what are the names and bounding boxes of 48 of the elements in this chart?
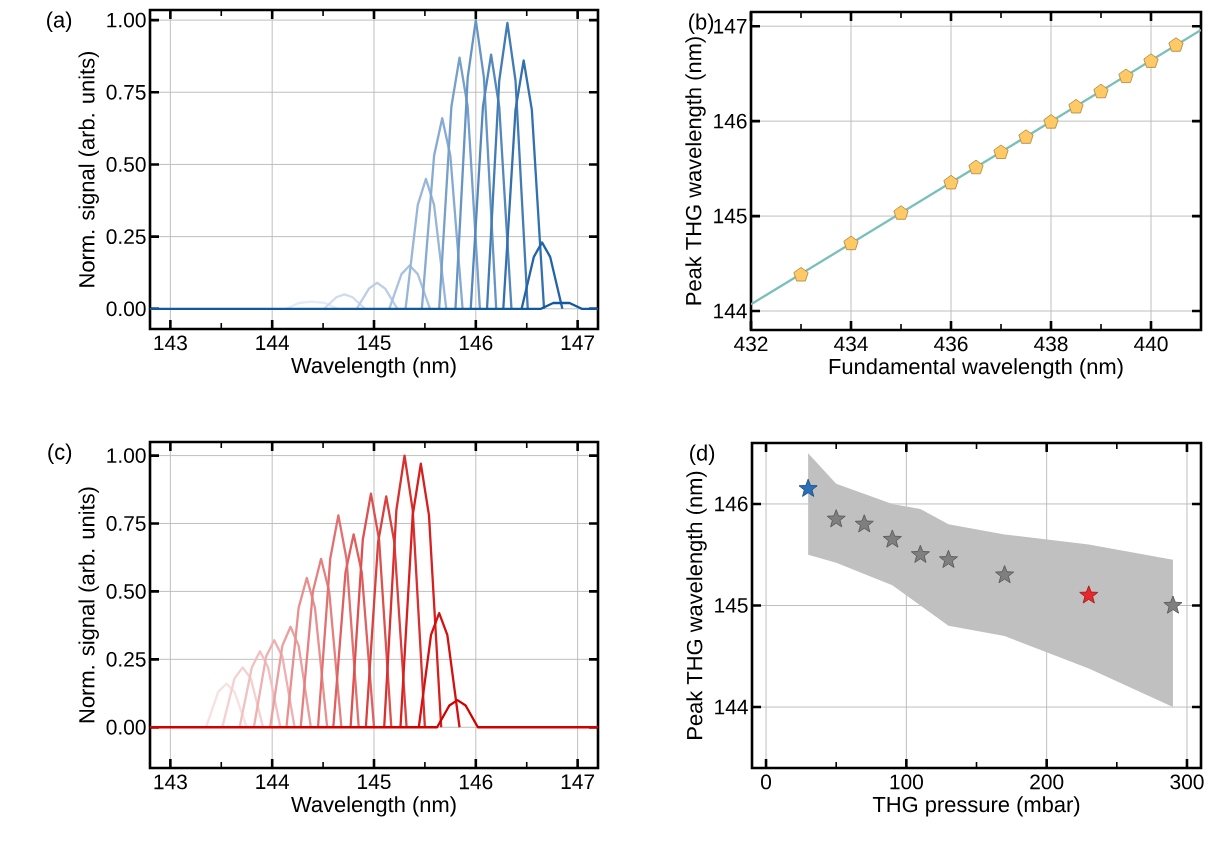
- x-axis-title: Wavelength (nm): [291, 796, 456, 817]
- x-tick-label: 145: [358, 774, 391, 790]
- y-tick-label: 144: [714, 303, 747, 319]
- y-axis-title: Norm. signal (arb. units): [78, 487, 99, 723]
- y-tick-label: 1.00: [107, 448, 146, 463]
- x-tick-label: 146: [459, 335, 493, 351]
- y-tick-label: 147: [714, 19, 747, 34]
- y-axis-title: Peak THG wavelength (nm): [686, 471, 707, 739]
- y-axis-title: Peak THG wavelength (nm): [685, 37, 706, 305]
- x-tick-label: 144: [256, 335, 290, 350]
- x-axis-title: THG pressure (mbar): [872, 796, 1080, 817]
- y-tick-label: 0.00: [106, 719, 146, 735]
- x-tick-label: 146: [459, 774, 493, 790]
- x-tick-label: 143: [154, 774, 187, 790]
- y-axis-title: Norm. signal (arb. units): [78, 51, 99, 287]
- x-tick-label: 438: [1034, 336, 1068, 352]
- x-axis-title: Fundamental wavelength (nm): [829, 358, 1123, 379]
- x-tick-label: 434: [834, 336, 868, 352]
- chart-title: (a): [47, 11, 72, 32]
- y-tick-label: 0.25: [106, 229, 146, 245]
- chart-title: (b): [689, 13, 714, 34]
- y-tick-label: 0.75: [106, 516, 146, 531]
- y-tick-label: 145: [714, 208, 747, 224]
- x-tick-label: 300: [1170, 774, 1204, 790]
- x-tick-label: 143: [154, 335, 187, 351]
- x-tick-label: 100: [890, 774, 923, 790]
- x-tick-label: 440: [1134, 336, 1168, 352]
- x-tick-label: 144: [256, 774, 290, 789]
- y-tick-label: 0.50: [106, 157, 146, 172]
- x-tick-label: 200: [1030, 774, 1064, 790]
- x-tick-label: 147: [561, 774, 595, 789]
- y-tick-label: 1.00: [107, 12, 146, 28]
- x-tick-label: 436: [934, 336, 968, 352]
- chart-title: (d): [690, 444, 715, 465]
- y-tick-label: 0.25: [106, 651, 146, 667]
- y-tick-label: 144: [715, 699, 748, 715]
- x-tick-label: 0: [761, 774, 772, 790]
- x-tick-label: 145: [358, 335, 391, 351]
- y-tick-label: 0.75: [106, 84, 146, 100]
- y-tick-label: 0.00: [106, 301, 146, 317]
- y-tick-label: 146: [715, 496, 748, 512]
- x-tick-label: 147: [561, 335, 595, 350]
- x-axis-title: Wavelength (nm): [291, 357, 456, 378]
- chart-title: (c): [48, 443, 72, 464]
- y-tick-label: 145: [715, 598, 748, 613]
- y-tick-label: 0.50: [106, 584, 146, 599]
- x-tick-label: 432: [734, 336, 768, 352]
- y-tick-label: 146: [714, 113, 747, 129]
